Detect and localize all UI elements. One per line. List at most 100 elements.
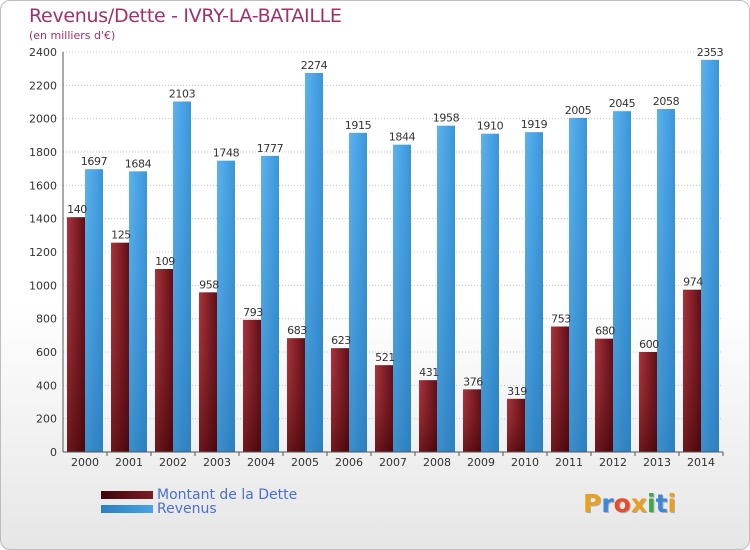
y-tick-label: 1200 [29,246,57,259]
bars-layer [67,59,719,453]
bar-dette-shade [199,292,217,452]
logo-letter: t [655,489,668,518]
data-label-dette: 376 [463,375,483,388]
proxiti-logo: Proxiti [583,489,676,518]
bar-dette-shade [463,389,481,452]
data-label-revenus: 1777 [257,142,284,155]
bar-dette-shade [155,269,173,452]
data-label-revenus: 2274 [301,59,328,72]
x-tick-label: 2001 [115,456,143,469]
bar-revenus-shade [305,73,323,452]
y-tick-label: 2200 [29,79,57,92]
bar-dette-shade [243,319,261,452]
y-tick-label: 1000 [29,279,57,292]
x-tick-label: 2010 [511,456,539,469]
bar-revenus-shade [481,133,499,452]
data-label-revenus: 2045 [609,97,636,110]
x-tick-label: 2013 [643,456,671,469]
chart-title: Revenus/Dette - IVRY-LA-BATAILLE [29,5,342,27]
data-label-revenus: 2353 [697,46,724,59]
bar-revenus-shade [525,132,543,452]
x-tick-label: 2004 [247,456,275,469]
x-tick-label: 2011 [555,456,583,469]
legend-swatch-dette [101,491,153,499]
legend-label-dette: Montant de la Dette [157,487,298,503]
data-label-dette: 125 [111,229,131,242]
x-tick-label: 2009 [467,456,495,469]
bar-revenus-shade [261,155,279,453]
bar-revenus-shade [217,160,235,452]
data-label-revenus: 2058 [653,95,680,108]
bar-dette-shade [595,338,613,452]
y-tick-label: 600 [36,346,57,359]
logo-letter: o [613,489,631,518]
bar-dette-shade [507,398,525,452]
bar-revenus-shade [613,111,631,453]
data-label-dette: 958 [199,278,219,291]
data-label-dette: 109 [155,255,175,268]
x-tick-label: 2005 [291,456,319,469]
bar-revenus-shade [393,144,411,452]
labels-layer: 140 1697 125 1684 109 2103 958 1748 793 1777 683 22… [67,46,724,398]
data-label-dette: 683 [287,324,307,337]
data-label-revenus: 2103 [169,88,196,101]
x-tick-label: 2012 [599,456,627,469]
data-label-revenus: 1958 [433,112,460,125]
x-tick-label: 2000 [71,456,99,469]
data-label-dette: 319 [507,385,527,398]
bar-revenus-shade [129,171,147,453]
data-label-revenus: 1684 [125,157,152,170]
data-label-dette: 431 [419,366,439,379]
x-tick-label: 2014 [687,456,715,469]
x-tick-label: 2003 [203,456,231,469]
axis-layer: 0 200 400 600 800 1000 1200 1400 1600 1800 2000 220… [29,46,724,469]
data-label-revenus: 1910 [477,120,504,133]
bar-revenus-shade [657,109,675,452]
bar-dette-shade [331,348,349,452]
bar-revenus-shade [701,59,719,452]
data-label-revenus: 1697 [81,155,108,168]
bar-dette-shade [419,380,437,452]
y-tick-label: 2400 [29,46,57,59]
data-label-dette: 521 [375,351,395,364]
chart-subtitle: (en milliers d'€) [29,29,116,42]
logo-letter: i [647,489,656,518]
data-label-dette: 600 [639,338,659,351]
legend-swatch-revenus [101,505,153,513]
legend-item-revenus: Revenus [101,501,217,517]
data-label-dette: 140 [67,203,87,216]
legend-label-revenus: Revenus [157,501,217,517]
bar-revenus-shade [569,117,587,452]
bar-dette-shade [111,242,129,452]
y-tick-label: 400 [36,379,57,392]
x-tick-label: 2002 [159,456,187,469]
data-label-dette: 753 [551,313,571,326]
bar-revenus-shade [85,169,103,452]
x-tick-label: 2006 [335,456,363,469]
y-tick-label: 2000 [29,113,57,126]
bar-dette-shade [67,217,85,452]
bar-revenus-shade [349,132,367,453]
bar-dette-shade [683,289,701,452]
data-label-dette: 623 [331,334,351,347]
logo-letter: r [601,489,614,518]
y-tick-label: 200 [36,413,57,426]
data-label-revenus: 1748 [213,147,240,160]
data-label-revenus: 1844 [389,131,416,144]
data-label-dette: 680 [595,325,615,338]
bar-dette-shade [375,365,393,452]
data-label-dette: 974 [683,276,703,289]
data-label-revenus: 2005 [565,104,592,117]
y-tick-label: 0 [50,446,57,459]
data-label-dette: 793 [243,306,263,319]
legend-item-dette: Montant de la Dette [101,487,297,503]
x-tick-label: 2008 [423,456,451,469]
bar-dette-shade [639,352,657,452]
bar-revenus-shade [437,125,455,453]
bar-dette-shade [551,326,569,452]
y-tick-label: 1800 [29,146,57,159]
data-label-revenus: 1915 [345,119,372,132]
y-tick-label: 800 [36,313,57,326]
